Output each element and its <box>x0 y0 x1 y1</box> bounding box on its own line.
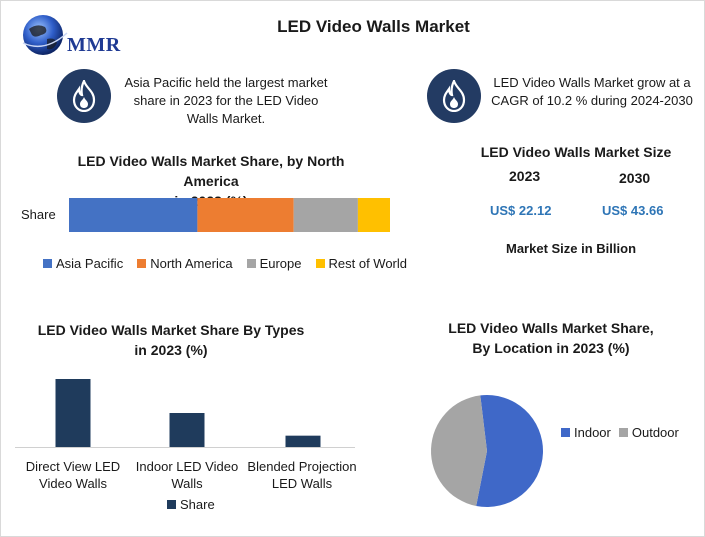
flame-icon <box>72 80 96 112</box>
highlight-badge-2 <box>427 69 481 123</box>
types-bar-1 <box>55 379 91 447</box>
market-size-note: Market Size in Billion <box>505 241 637 256</box>
types-bar-3 <box>285 435 321 447</box>
region-chart-legend: Asia Pacific North America Europe Rest o… <box>43 256 407 271</box>
region-stacked-bar <box>69 198 390 232</box>
page-title: LED Video Walls Market <box>277 17 470 36</box>
highlight-text-2: LED Video Walls Market grow at a CAGR of… <box>491 75 693 108</box>
pie-slice-indoor <box>476 395 543 507</box>
mmr-logo <box>22 15 68 55</box>
legend-item-indoor: Indoor <box>561 425 611 440</box>
logo-text: MMR <box>67 34 121 56</box>
legend-item-rest-of-world: Rest of World <box>315 256 407 271</box>
market-size-value-2023: US$ 22.12 <box>490 203 552 218</box>
flame-icon <box>442 80 466 112</box>
pie-slice-outdoor <box>431 395 487 506</box>
types-chart-title: LED Video Walls Market Share By Types in… <box>37 322 305 358</box>
location-chart-title: LED Video Walls Market Share, By Locatio… <box>448 320 654 356</box>
highlight-text-1: Asia Pacific held the largest market sha… <box>124 75 328 126</box>
legend-item-north-america: North America <box>137 256 233 271</box>
market-size-title: LED Video Walls Market Size <box>480 144 672 160</box>
market-size-value-2030: US$ 43.66 <box>602 203 664 218</box>
legend-item-europe: Europe <box>246 256 302 271</box>
market-size-year-2023: 2023 <box>509 168 541 184</box>
region-chart-category-label: Share <box>21 207 56 222</box>
stack-segment-rest-of-world <box>357 198 390 232</box>
stack-segment-north-america <box>197 198 294 232</box>
types-category-label-1: Direct View LED Video Walls <box>25 459 121 491</box>
types-chart-legend: Share <box>167 497 215 512</box>
highlight-badge-1 <box>57 69 111 123</box>
legend-item-outdoor: Outdoor <box>618 425 679 440</box>
location-pie-chart <box>431 395 543 507</box>
stack-segment-asia-pacific <box>69 198 198 232</box>
types-bar-chart <box>15 379 355 448</box>
types-category-label-3: Blended Projection LED Walls <box>247 459 357 491</box>
stack-segment-europe <box>293 198 358 232</box>
region-chart-title: LED Video Walls Market Share, by North A… <box>77 153 345 209</box>
location-chart-legend: Indoor Outdoor <box>561 425 679 440</box>
types-bar-2 <box>169 413 205 447</box>
types-category-label-2: Indoor LED Video Walls <box>135 459 239 491</box>
legend-item-asia-pacific: Asia Pacific <box>43 256 123 271</box>
market-size-year-2030: 2030 <box>619 170 651 186</box>
